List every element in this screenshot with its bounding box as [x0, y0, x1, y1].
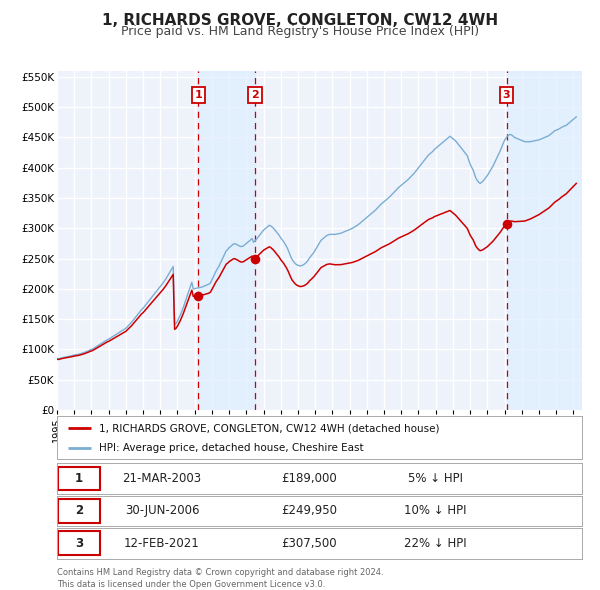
Text: 21-MAR-2003: 21-MAR-2003: [122, 472, 202, 485]
Bar: [506, 71, 582, 410]
FancyBboxPatch shape: [58, 467, 100, 490]
Text: 10% ↓ HPI: 10% ↓ HPI: [404, 504, 466, 517]
FancyBboxPatch shape: [58, 532, 100, 555]
Text: 30-JUN-2006: 30-JUN-2006: [125, 504, 199, 517]
Point: [194, 291, 203, 300]
FancyBboxPatch shape: [58, 499, 100, 523]
Text: 22% ↓ HPI: 22% ↓ HPI: [404, 537, 466, 550]
Text: 1: 1: [194, 90, 202, 100]
Text: Contains HM Land Registry data © Crown copyright and database right 2024.
This d: Contains HM Land Registry data © Crown c…: [57, 568, 383, 589]
Bar: [199, 71, 255, 410]
Text: Price paid vs. HM Land Registry's House Price Index (HPI): Price paid vs. HM Land Registry's House …: [121, 25, 479, 38]
Text: 3: 3: [503, 90, 511, 100]
Point: [502, 219, 511, 228]
Text: 1, RICHARDS GROVE, CONGLETON, CW12 4WH: 1, RICHARDS GROVE, CONGLETON, CW12 4WH: [102, 13, 498, 28]
Text: 3: 3: [75, 537, 83, 550]
Text: HPI: Average price, detached house, Cheshire East: HPI: Average price, detached house, Ches…: [99, 443, 364, 453]
Text: £249,950: £249,950: [281, 504, 337, 517]
Text: £189,000: £189,000: [281, 472, 337, 485]
Text: 1, RICHARDS GROVE, CONGLETON, CW12 4WH (detached house): 1, RICHARDS GROVE, CONGLETON, CW12 4WH (…: [99, 423, 439, 433]
Point: [250, 254, 260, 263]
Text: 5% ↓ HPI: 5% ↓ HPI: [407, 472, 463, 485]
Text: 12-FEB-2021: 12-FEB-2021: [124, 537, 200, 550]
Text: 2: 2: [251, 90, 259, 100]
Text: £307,500: £307,500: [281, 537, 337, 550]
Text: 2: 2: [75, 504, 83, 517]
Text: 1: 1: [75, 472, 83, 485]
